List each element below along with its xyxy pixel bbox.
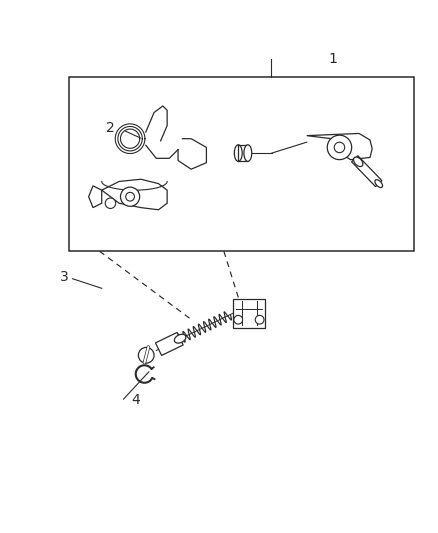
Circle shape bbox=[254, 316, 263, 324]
Ellipse shape bbox=[174, 334, 185, 343]
Ellipse shape bbox=[353, 157, 362, 166]
Polygon shape bbox=[306, 133, 371, 159]
Circle shape bbox=[120, 187, 139, 206]
Circle shape bbox=[125, 192, 134, 201]
Ellipse shape bbox=[374, 180, 381, 188]
Text: 4: 4 bbox=[131, 393, 140, 407]
Polygon shape bbox=[102, 179, 167, 210]
Polygon shape bbox=[88, 186, 102, 208]
Polygon shape bbox=[155, 333, 183, 356]
Circle shape bbox=[138, 348, 154, 363]
Ellipse shape bbox=[244, 145, 251, 161]
Text: 3: 3 bbox=[60, 270, 69, 284]
Polygon shape bbox=[351, 156, 381, 187]
Bar bbox=[232, 299, 265, 328]
Circle shape bbox=[233, 316, 242, 324]
Circle shape bbox=[333, 142, 344, 152]
Text: 1: 1 bbox=[328, 52, 336, 66]
Text: 2: 2 bbox=[106, 121, 115, 135]
Ellipse shape bbox=[234, 145, 242, 161]
Bar bbox=[69, 77, 413, 251]
Circle shape bbox=[105, 198, 116, 208]
Polygon shape bbox=[238, 145, 247, 161]
Circle shape bbox=[326, 135, 351, 159]
